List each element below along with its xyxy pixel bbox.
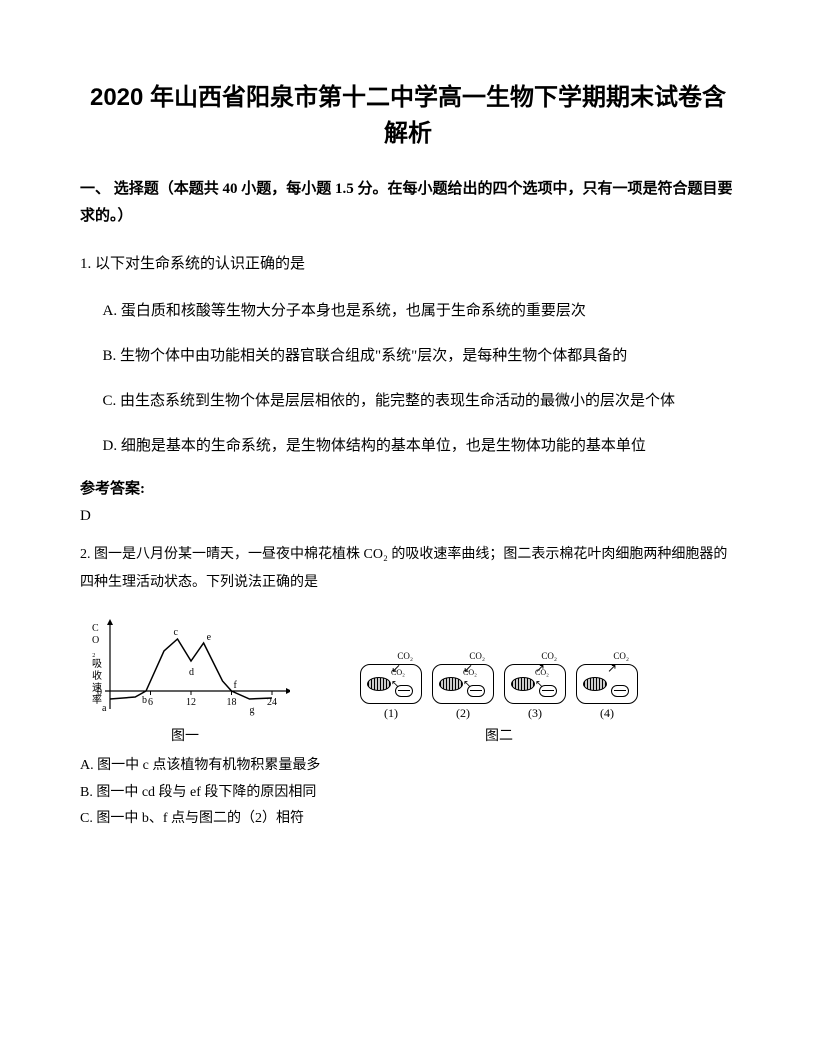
fig2-label: 图二 <box>485 725 513 745</box>
answer-label: 参考答案: <box>80 477 736 498</box>
q2-opt-a: A. 图一中 c 点该植物有机物积累量最多 <box>80 753 736 780</box>
cell-diagram: CO₂↗CO₂↖(3) <box>504 664 566 721</box>
q1-opt-a: A. 蛋白质和核酸等生物大分子本身也是系统，也属于生命系统的重要层次 <box>80 295 736 328</box>
svg-text:a: a <box>102 703 107 714</box>
figure-2: CO₂↙CO₂↖(1)CO₂↙CO₂↖(2)CO₂↗CO₂↖(3)CO₂↗(4)… <box>360 664 638 745</box>
svg-text:g: g <box>250 705 255 716</box>
svg-text:速: 速 <box>92 682 102 694</box>
figures-row: 61218240时CO₂吸收速率abcdefg 图一 CO₂↙CO₂↖(1)CO… <box>80 611 736 745</box>
chart-line: 61218240时CO₂吸收速率abcdefg <box>80 611 290 721</box>
page-title: 2020 年山西省阳泉市第十二中学高一生物下学期期末试卷含解析 <box>80 80 736 152</box>
q2-opt-c: C. 图一中 b、f 点与图二的（2）相符 <box>80 806 736 833</box>
svg-text:6: 6 <box>148 697 153 708</box>
svg-text:O: O <box>92 635 99 646</box>
q2-stem: 2. 图一是八月份某一晴天，一昼夜中棉花植株 CO₂ 的吸收速率曲线；图二表示棉… <box>80 541 736 597</box>
q1-opt-c: C. 由生态系统到生物个体是层层相依的，能完整的表现生命活动的最微小的层次是个体 <box>80 385 736 418</box>
svg-text:率: 率 <box>92 693 102 706</box>
svg-text:₂: ₂ <box>92 647 96 658</box>
q1-opt-d: D. 细胞是基本的生命系统，是生物体结构的基本单位，也是生物体功能的基本单位 <box>80 430 736 463</box>
svg-text:e: e <box>207 632 212 643</box>
svg-text:吸: 吸 <box>92 659 102 670</box>
svg-text:d: d <box>189 667 194 678</box>
svg-text:c: c <box>174 627 179 638</box>
svg-text:12: 12 <box>186 697 196 708</box>
cell-diagram: CO₂↗(4) <box>576 664 638 721</box>
section-header: 一、 选择题（本题共 40 小题，每小题 1.5 分。在每小题给出的四个选项中，… <box>80 176 736 230</box>
cell-diagrams: CO₂↙CO₂↖(1)CO₂↙CO₂↖(2)CO₂↗CO₂↖(3)CO₂↗(4) <box>360 664 638 721</box>
cell-diagram: CO₂↙CO₂↖(2) <box>432 664 494 721</box>
svg-text:b: b <box>142 695 147 706</box>
q2-opt-b: B. 图一中 cd 段与 ef 段下降的原因相同 <box>80 780 736 807</box>
svg-text:18: 18 <box>227 697 237 708</box>
svg-text:C: C <box>92 623 99 634</box>
svg-text:f: f <box>234 680 238 691</box>
q1-answer: D <box>80 508 736 525</box>
svg-text:收: 收 <box>92 669 102 682</box>
q1-opt-b: B. 生物个体中由功能相关的器官联合组成"系统"层次，是每种生物个体都具备的 <box>80 340 736 373</box>
figure-1: 61218240时CO₂吸收速率abcdefg 图一 <box>80 611 290 745</box>
q1-stem: 1. 以下对生命系统的认识正确的是 <box>80 248 736 281</box>
fig1-label: 图一 <box>171 725 199 745</box>
cell-diagram: CO₂↙CO₂↖(1) <box>360 664 422 721</box>
